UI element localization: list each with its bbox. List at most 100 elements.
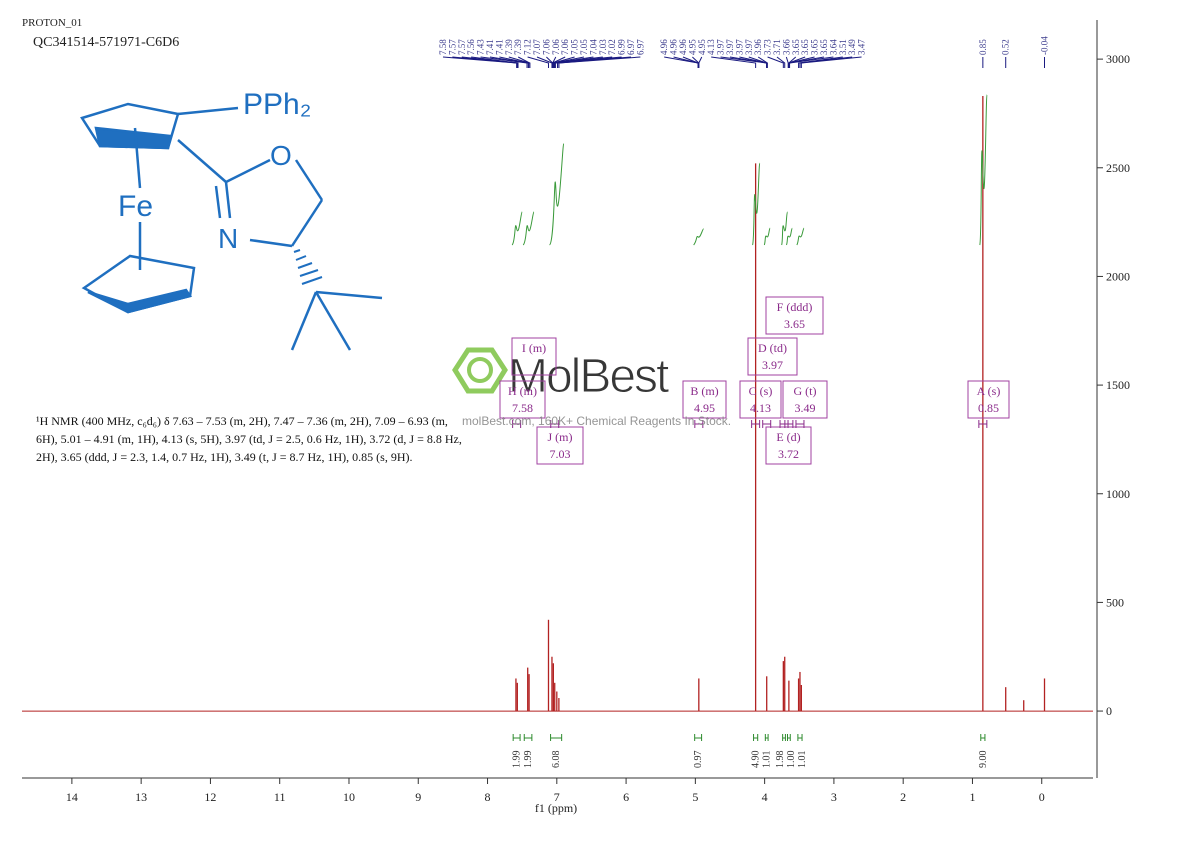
nmr-description: ¹H NMR (400 MHz, c₆d₆) δ 7.63 – 7.53 (m,… [36, 414, 462, 464]
x-tick-label: 8 [485, 790, 491, 804]
integral-curve [549, 142, 565, 246]
peak-label: 3.47 [857, 39, 867, 55]
multiplet-marker [795, 420, 805, 428]
multiplet-box [511, 337, 557, 376]
peak-label: 3.65 [800, 39, 810, 55]
peak-label: 7.43 [476, 39, 486, 55]
integral-curve [752, 162, 761, 246]
peak-label: 3.65 [791, 39, 801, 55]
multiplet-label: B (m) [690, 384, 718, 398]
sample-name: QC341514-571971-C6D6 [33, 35, 179, 50]
cp-ring-top [80, 102, 180, 150]
multiplet-shift: 7.03 [550, 447, 571, 461]
peak-label: 7.12 [523, 39, 533, 55]
y-tick-label: 1500 [1106, 378, 1130, 392]
multiplet-shift: 3.97 [762, 358, 783, 372]
peak-label: 7.57 [447, 39, 457, 55]
peak-label: 6.97 [626, 39, 636, 55]
integral-curve [781, 211, 788, 246]
integral-label: 6.08 [551, 751, 562, 769]
peak-label-connector [800, 56, 862, 68]
integral-bracket [512, 734, 521, 741]
x-axis-label: f1 (ppm) [535, 801, 577, 815]
peak-label: 4.95 [697, 39, 707, 55]
peak-label: 7.06 [541, 39, 551, 55]
peak-label: 7.39 [504, 39, 514, 55]
peak-label-connector [788, 56, 825, 68]
x-tick-label: 11 [274, 790, 286, 804]
integral-curve [763, 227, 771, 246]
peak-label: 7.06 [560, 39, 570, 55]
integral-bracket [550, 734, 563, 741]
integral-label: 1.01 [762, 751, 773, 769]
peak-label: 3.64 [828, 39, 838, 55]
structure-label: Fe [118, 190, 153, 223]
integral-bracket [694, 734, 703, 741]
x-tick-label: 10 [343, 790, 355, 804]
x-tick-label: 6 [623, 790, 629, 804]
x-tick-label: 14 [66, 790, 78, 804]
multiplet-box [747, 337, 798, 376]
multiplet-marker [751, 420, 761, 428]
peak-label: 3.96 [753, 39, 763, 55]
multiplet-shift: 7.58 [512, 401, 533, 415]
multiplet-marker [978, 420, 988, 428]
integral-label: 4.90 [751, 751, 762, 769]
multiplet-label: H (m) [508, 384, 537, 398]
c-bond [177, 139, 227, 183]
tbu-bond [314, 291, 352, 351]
structure-label: PPh₂ [243, 88, 311, 121]
integral-bracket [764, 734, 769, 741]
peak-label-connector [536, 56, 553, 68]
integral-bracket [753, 734, 759, 741]
integral-curve [979, 94, 988, 246]
peak-label: 3.71 [772, 39, 782, 55]
integral-curve [796, 227, 805, 246]
cp-ring-edge [94, 126, 172, 150]
peak-label-connector [698, 56, 703, 68]
integral-curve [693, 228, 705, 246]
peak-label: 7.58 [438, 39, 448, 55]
peak-label-connector [554, 56, 613, 68]
peak-label: 3.49 [847, 39, 857, 55]
fe-bond [133, 127, 142, 189]
x-tick-label: 2 [900, 790, 906, 804]
x-tick-label: 7 [554, 790, 560, 804]
peak-label: 3.51 [838, 39, 848, 55]
peak-label: 7.05 [570, 39, 580, 55]
x-tick-label: 5 [692, 790, 698, 804]
p-bond [177, 106, 239, 116]
experiment-name: PROTON_01 [22, 17, 82, 29]
multiplet-label: E (d) [776, 430, 800, 444]
cc-bond [290, 199, 324, 247]
multiplet-shift: 0.85 [978, 401, 999, 415]
cn-double [214, 185, 222, 219]
peak-label: 3.97 [716, 39, 726, 55]
multiplet-box [765, 296, 824, 335]
peak-label: 0.52 [1001, 39, 1011, 55]
peak-label: 0.85 [978, 39, 988, 55]
peak-label-connector [517, 56, 531, 68]
multiplet-shift: 4.13 [750, 401, 771, 415]
peak-label-connector [776, 56, 786, 68]
x-tick-label: 13 [135, 790, 147, 804]
integral-label: 0.97 [693, 751, 704, 769]
oc-bond [294, 159, 324, 201]
y-tick-label: 2500 [1106, 161, 1130, 175]
structure [80, 102, 383, 351]
multiplet-shift: 4.95 [694, 401, 715, 415]
multiplet-marker [512, 420, 522, 428]
integral-bracket [980, 734, 986, 741]
integral-curve [786, 227, 793, 246]
peak-label-connector [471, 56, 519, 68]
integral-label: 9.00 [978, 751, 989, 769]
x-tick-label: 1 [969, 790, 975, 804]
multiplet-label: I (m) [522, 341, 546, 355]
peak-label: 4.95 [687, 39, 697, 55]
multiplet-label: A (s) [977, 384, 1001, 398]
peak-label: 4.96 [669, 39, 679, 55]
logo-text: MolBest [508, 350, 669, 403]
multiplet-box [536, 426, 584, 465]
multiplet-shift: 3.72 [778, 447, 799, 461]
